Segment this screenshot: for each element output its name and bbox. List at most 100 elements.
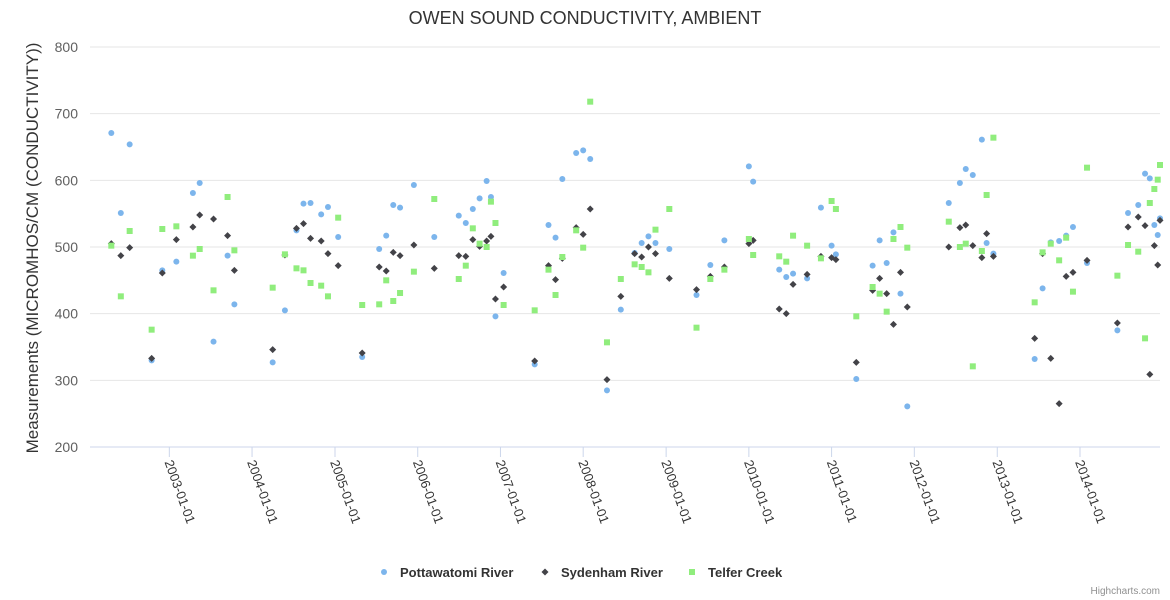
data-point <box>969 242 977 250</box>
data-point <box>983 240 990 246</box>
data-point <box>817 204 824 211</box>
data-point <box>390 202 397 208</box>
data-point <box>631 261 638 268</box>
x-tick-label: 2014-01-01 <box>1072 458 1109 526</box>
data-point <box>224 232 232 240</box>
data-point <box>869 262 876 269</box>
y-tick-label: 500 <box>55 239 79 255</box>
data-point <box>587 98 594 105</box>
y-axis-ticks: 200 300 400 500 600 700 800 <box>55 39 79 455</box>
data-point <box>1146 200 1153 206</box>
data-point <box>552 292 559 298</box>
data-point <box>1031 299 1038 306</box>
data-point <box>969 172 976 178</box>
data-point <box>500 302 507 308</box>
data-point <box>956 224 964 232</box>
data-point <box>431 196 438 202</box>
data-point <box>224 194 231 200</box>
data-point <box>117 252 125 260</box>
data-point <box>638 253 646 261</box>
data-point <box>1114 327 1121 334</box>
x-tick-label: 2011-01-01 <box>824 458 861 525</box>
x-tick-label: 2009-01-01 <box>658 458 695 526</box>
data-point <box>173 223 180 230</box>
x-tick-label: 2003-01-01 <box>162 458 199 526</box>
data-point <box>410 182 417 188</box>
data-point <box>904 244 911 251</box>
data-point <box>210 287 217 294</box>
data-point <box>317 237 325 245</box>
data-point <box>359 302 366 308</box>
data-point <box>707 262 714 268</box>
data-point <box>1069 224 1076 230</box>
x-tick-label: 2004-01-01 <box>244 458 281 526</box>
data-point <box>832 256 840 264</box>
grid-lines <box>90 46 1160 448</box>
data-point <box>455 276 462 282</box>
x-tick-label: 2013-01-01 <box>989 458 1026 526</box>
data-point <box>231 301 238 308</box>
data-point <box>1141 222 1149 230</box>
data-point <box>1056 238 1063 244</box>
data-point <box>666 246 673 252</box>
data-point <box>1083 256 1091 264</box>
legend-item[interactable]: Sydenham River <box>541 565 663 580</box>
data-point <box>962 166 969 172</box>
y-tick-label: 700 <box>55 106 79 122</box>
data-point <box>383 232 390 239</box>
data-point <box>1124 223 1132 231</box>
data-point <box>1039 249 1046 256</box>
data-point <box>631 250 639 258</box>
data-point <box>978 248 985 254</box>
legend-label: Sydenham River <box>561 565 663 580</box>
data-point <box>586 205 594 213</box>
credits-link[interactable]: Highcharts.com <box>1091 586 1160 597</box>
legend-item[interactable]: Pottawatomi River <box>381 565 513 580</box>
legend-marker <box>541 568 549 576</box>
data-point <box>410 241 418 249</box>
data-point <box>300 267 307 274</box>
data-point <box>776 253 783 260</box>
data-point <box>1114 272 1121 279</box>
data-point <box>431 234 438 240</box>
data-point <box>1151 222 1158 228</box>
data-point <box>307 200 314 206</box>
data-point <box>889 320 897 328</box>
data-point <box>890 236 897 242</box>
data-point <box>1031 356 1038 362</box>
data-point <box>1047 354 1055 362</box>
data-point <box>173 258 180 265</box>
data-point <box>693 286 701 294</box>
data-point <box>890 229 897 236</box>
data-point <box>775 305 783 313</box>
data-point <box>559 254 566 260</box>
data-point <box>989 252 997 260</box>
legend-item[interactable]: Telfer Creek <box>689 565 783 580</box>
data-point <box>1142 335 1149 342</box>
series-pottawatomi-river <box>108 130 1163 410</box>
data-point <box>1156 216 1164 224</box>
data-point <box>117 210 124 216</box>
data-point <box>969 363 976 370</box>
data-point <box>580 147 587 154</box>
data-point <box>1150 242 1158 250</box>
data-point <box>956 244 963 250</box>
data-point <box>383 277 390 284</box>
legend[interactable]: Pottawatomi River Sydenham River Telfer Cr… <box>381 565 783 580</box>
data-point <box>945 218 952 225</box>
data-point <box>832 251 839 258</box>
data-point <box>396 252 404 260</box>
data-point <box>853 376 860 382</box>
data-point <box>1031 334 1039 342</box>
data-point <box>587 156 594 162</box>
data-point <box>483 244 490 250</box>
data-point <box>721 237 728 244</box>
data-point <box>1125 210 1132 216</box>
data-point <box>300 220 308 228</box>
data-point <box>189 190 196 196</box>
data-point <box>904 403 911 410</box>
data-point <box>1047 240 1054 247</box>
data-point <box>1084 164 1091 171</box>
data-point <box>903 303 911 311</box>
